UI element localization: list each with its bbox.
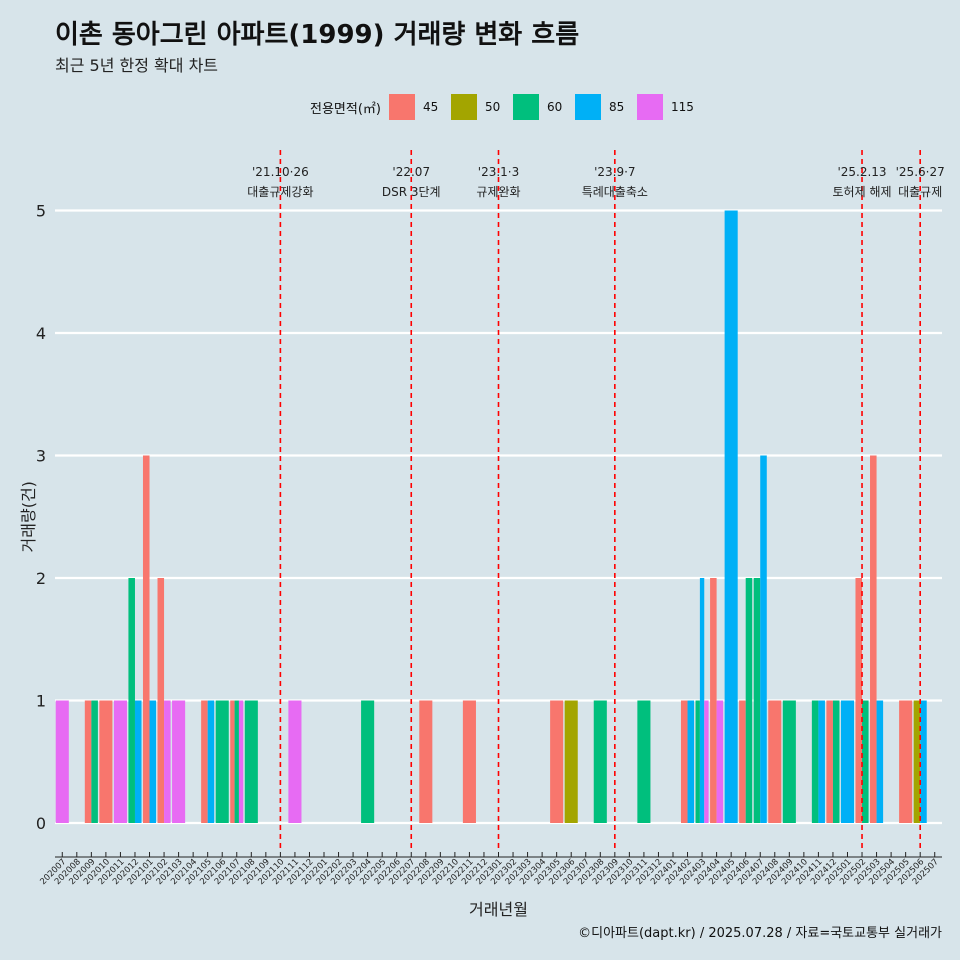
bar-202407-85: [760, 455, 767, 823]
bar-202108-60: [244, 700, 258, 823]
bar-202012-60: [128, 578, 135, 823]
bar-202102-115: [164, 700, 171, 823]
bar-202306-50: [564, 700, 578, 823]
legend-label: 115: [670, 100, 694, 114]
bar-202411-85: [818, 700, 825, 823]
bar-202305-45: [550, 700, 564, 823]
bar-202506-50: [913, 700, 921, 823]
bar-202211-45: [462, 700, 476, 823]
bar-202102-45: [157, 578, 165, 823]
legend-swatch: [450, 94, 477, 120]
legend-item-45: 45: [388, 94, 443, 120]
bar-202204-60: [361, 700, 375, 823]
bar-202311-60: [637, 700, 651, 823]
legend-swatch: [574, 94, 601, 120]
bar-202403-60: [695, 700, 700, 823]
bar-202503-85: [876, 700, 884, 823]
annotation-label: 대출규제: [898, 185, 942, 199]
bar-202502-60: [862, 700, 869, 823]
bar-202308-60: [593, 700, 607, 823]
legend-label: 60: [546, 100, 563, 114]
bar-202403-115: [704, 700, 709, 823]
legend-label: 45: [422, 100, 439, 114]
bar-202503-45: [870, 455, 877, 823]
bar-202501-85: [840, 700, 855, 823]
bar-202208-45: [419, 700, 433, 823]
annotation-date: '25.6·27: [896, 165, 945, 179]
bar-202011-115: [113, 700, 127, 823]
bar-202404-45: [710, 578, 717, 823]
legend-item-85: 85: [574, 94, 629, 120]
bar-202505-45: [899, 700, 913, 823]
y-tick-label: 4: [36, 324, 46, 343]
bar-202405-85: [724, 210, 738, 823]
bar-202101-85: [149, 700, 157, 823]
legend-swatch: [636, 94, 663, 120]
chart-title: 이촌 동아그린 아파트(1999) 거래량 변화 흐름: [55, 20, 580, 50]
bar-202106-60: [215, 700, 229, 823]
y-tick-label: 0: [36, 814, 46, 833]
legend-item-115: 115: [636, 94, 694, 120]
bar-202101-45: [142, 455, 150, 823]
annotation-date: '25.2.13: [837, 165, 886, 179]
bar-202107-60: [234, 700, 239, 823]
annotation-label: 토허제 해제: [833, 185, 892, 199]
legend-item-50: 50: [450, 94, 505, 120]
bar-202403-85: [699, 578, 705, 823]
annotation-label: 규제완화: [476, 185, 520, 199]
source-caption: ©디아파트(dapt.kr) / 2025.07.28 / 자료=국토교통부 실…: [578, 926, 942, 941]
legend-label: 85: [608, 100, 625, 114]
bar-202105-45: [201, 700, 208, 823]
annotation-label: DSR 3단계: [382, 185, 441, 199]
bar-202402-85: [687, 700, 695, 823]
y-tick-label: 3: [36, 447, 46, 466]
bar-202007-115: [55, 700, 69, 823]
y-axis-title: 거래량(건): [19, 481, 38, 552]
legend-label: 50: [484, 100, 501, 114]
y-tick-label: 1: [36, 692, 46, 711]
bar-202107-115: [238, 700, 244, 823]
bar-202012-85: [134, 700, 142, 823]
annotation-date: '23.9·7: [594, 165, 635, 179]
bar-202009-45: [84, 700, 92, 823]
chart-subtitle: 최근 5년 한정 확대 차트: [55, 56, 219, 75]
y-tick-label: 2: [36, 569, 46, 588]
legend-swatch: [388, 94, 415, 120]
bar-202407-60: [753, 578, 761, 823]
x-axis-title: 거래년월: [469, 900, 528, 919]
bar-202111-115: [288, 700, 302, 823]
legend-title: 전용면적(㎡): [310, 101, 381, 117]
bar-202103-115: [172, 700, 186, 823]
bar-202412-60: [832, 700, 840, 823]
bar-202010-45: [99, 700, 113, 823]
bar-202107-45: [230, 700, 235, 823]
annotation-label: 대출규제강화: [247, 185, 313, 199]
annotation-date: '23.1·3: [478, 165, 519, 179]
bar-202105-85: [207, 700, 215, 823]
bar-202406-60: [745, 578, 753, 823]
legend: 전용면적(㎡) 45 50 60 85 115: [310, 93, 702, 121]
bar-202412-45: [826, 700, 833, 823]
bar-202502-45: [855, 578, 863, 823]
bar-202409-60: [782, 700, 796, 823]
legend-item-60: 60: [512, 94, 567, 120]
y-tick-label: 5: [36, 202, 46, 221]
bar-202411-60: [811, 700, 819, 823]
bar-202506-85: [920, 700, 927, 823]
annotation-label: 특례대출축소: [582, 185, 648, 199]
bar-202402-45: [680, 700, 688, 823]
bar-202404-115: [716, 700, 724, 823]
bar-202406-45: [739, 700, 746, 823]
bar-202408-45: [768, 700, 782, 823]
legend-swatch: [512, 94, 539, 120]
annotation-date: '22.07: [392, 165, 430, 179]
annotation-date: '21.10·26: [252, 165, 309, 179]
bar-202009-60: [91, 700, 98, 823]
